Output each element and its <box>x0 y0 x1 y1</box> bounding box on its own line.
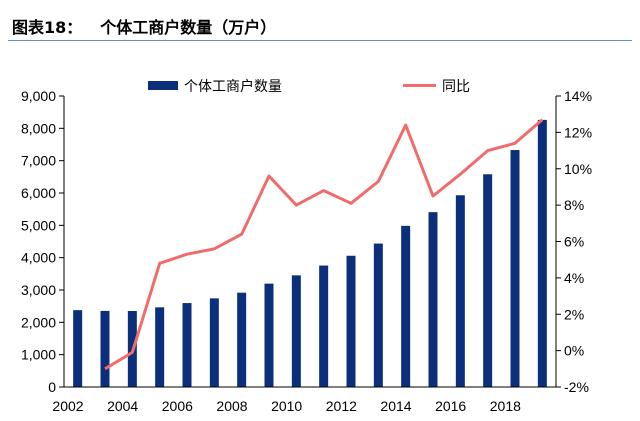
left-tick-label: 9,000 <box>21 88 56 104</box>
x-tick-label: 2008 <box>216 398 247 414</box>
left-tick-label: 4,000 <box>21 250 56 266</box>
figure-header: 图表18： 个体工商户数量（万户） <box>8 6 632 42</box>
bar-2010 <box>291 275 301 387</box>
bar-2011 <box>319 265 329 387</box>
left-tick-label: 0 <box>48 379 56 395</box>
bar-2007 <box>209 298 219 387</box>
legend-label-bar: 个体工商户数量 <box>184 78 282 95</box>
right-tick-label: 4% <box>564 270 584 286</box>
bar-2009 <box>264 283 274 387</box>
right-y-axis: -2% 0% 2% 4% 6% 8% 10% 12% 14% <box>555 88 592 395</box>
bar-2014 <box>401 225 411 387</box>
left-tick-label: 2,000 <box>21 314 56 330</box>
figure-title: 图表18： 个体工商户数量（万户） <box>12 14 276 38</box>
legend-swatch-bar <box>148 81 178 90</box>
header-rule <box>8 40 632 41</box>
bar-2016 <box>455 195 465 387</box>
right-tick-label: 2% <box>564 306 584 322</box>
bar-2015 <box>428 212 438 387</box>
left-tick-label: 1,000 <box>21 347 56 363</box>
right-tick-label: 12% <box>564 124 592 140</box>
x-tick-label: 2018 <box>490 398 521 414</box>
right-tick-label: 14% <box>564 88 592 104</box>
right-tick-label: -2% <box>564 379 589 395</box>
figure-label: 图表18： <box>12 18 83 37</box>
right-tick-label: 0% <box>564 343 584 359</box>
right-tick-label: 6% <box>564 234 584 250</box>
x-tick-label: 2014 <box>380 398 411 414</box>
legend-label-line: 同比 <box>442 79 470 95</box>
left-tick-label: 6,000 <box>21 185 56 201</box>
right-tick-label: 10% <box>564 161 592 177</box>
chart-legend: 个体工商户数量 同比 <box>148 78 470 95</box>
bar-2012 <box>346 255 356 387</box>
x-axis: 2002 2004 2006 2008 2010 2012 2014 2016 2018 <box>52 386 556 414</box>
x-tick-label: 2016 <box>435 398 466 414</box>
x-tick-label: 2002 <box>52 398 83 414</box>
x-tick-label: 2010 <box>271 398 302 414</box>
right-tick-label: 8% <box>564 197 584 213</box>
bar-2008 <box>237 292 247 387</box>
bar-2002 <box>73 310 83 387</box>
x-tick-label: 2004 <box>107 398 138 414</box>
x-tick-label: 2006 <box>162 398 193 414</box>
left-tick-label: 8,000 <box>21 120 56 136</box>
left-tick-label: 7,000 <box>21 153 56 169</box>
bar-2013 <box>373 243 383 387</box>
left-tick-label: 3,000 <box>21 282 56 298</box>
bar-2006 <box>182 303 192 387</box>
left-y-axis: 0 1,000 2,000 3,000 4,000 5,000 6,000 7,000 8,00… <box>21 88 65 395</box>
figure-title-text: 个体工商户数量（万户） <box>100 18 277 37</box>
bar-2005 <box>155 307 165 387</box>
left-tick-label: 5,000 <box>21 217 56 233</box>
bar-2019 <box>537 119 547 387</box>
bar-2017 <box>483 174 493 387</box>
bar-2003 <box>100 310 110 387</box>
line-series <box>104 118 544 371</box>
bar-2018 <box>510 150 520 387</box>
x-tick-label: 2012 <box>326 398 357 414</box>
